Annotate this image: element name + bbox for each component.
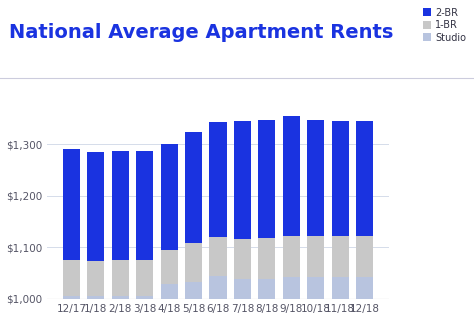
- Bar: [307, 120, 324, 236]
- Bar: [258, 280, 275, 299]
- Text: National Average Apartment Rents: National Average Apartment Rents: [9, 23, 394, 42]
- Bar: [234, 239, 251, 280]
- Bar: [283, 116, 300, 236]
- Bar: [185, 243, 202, 282]
- Bar: [210, 276, 227, 299]
- Bar: [112, 151, 129, 260]
- Bar: [356, 277, 373, 299]
- Bar: [234, 121, 251, 239]
- Bar: [161, 144, 178, 250]
- Bar: [136, 151, 153, 260]
- Bar: [161, 250, 178, 283]
- Bar: [63, 260, 80, 296]
- Bar: [136, 296, 153, 299]
- Bar: [356, 121, 373, 236]
- Bar: [307, 277, 324, 299]
- Bar: [210, 122, 227, 237]
- Bar: [356, 236, 373, 277]
- Bar: [112, 260, 129, 296]
- Bar: [87, 152, 104, 261]
- Bar: [332, 121, 349, 236]
- Bar: [63, 296, 80, 299]
- Bar: [258, 120, 275, 238]
- Bar: [112, 296, 129, 299]
- Bar: [185, 132, 202, 243]
- Bar: [87, 296, 104, 299]
- Bar: [136, 260, 153, 296]
- Bar: [258, 238, 275, 280]
- Bar: [210, 237, 227, 276]
- Bar: [332, 236, 349, 277]
- Bar: [332, 277, 349, 299]
- Bar: [283, 277, 300, 299]
- Bar: [283, 236, 300, 277]
- Bar: [307, 236, 324, 277]
- Bar: [185, 282, 202, 299]
- Legend: 2-BR, 1-BR, Studio: 2-BR, 1-BR, Studio: [419, 5, 469, 46]
- Bar: [234, 280, 251, 299]
- Bar: [63, 149, 80, 260]
- Bar: [87, 261, 104, 296]
- Bar: [161, 283, 178, 299]
